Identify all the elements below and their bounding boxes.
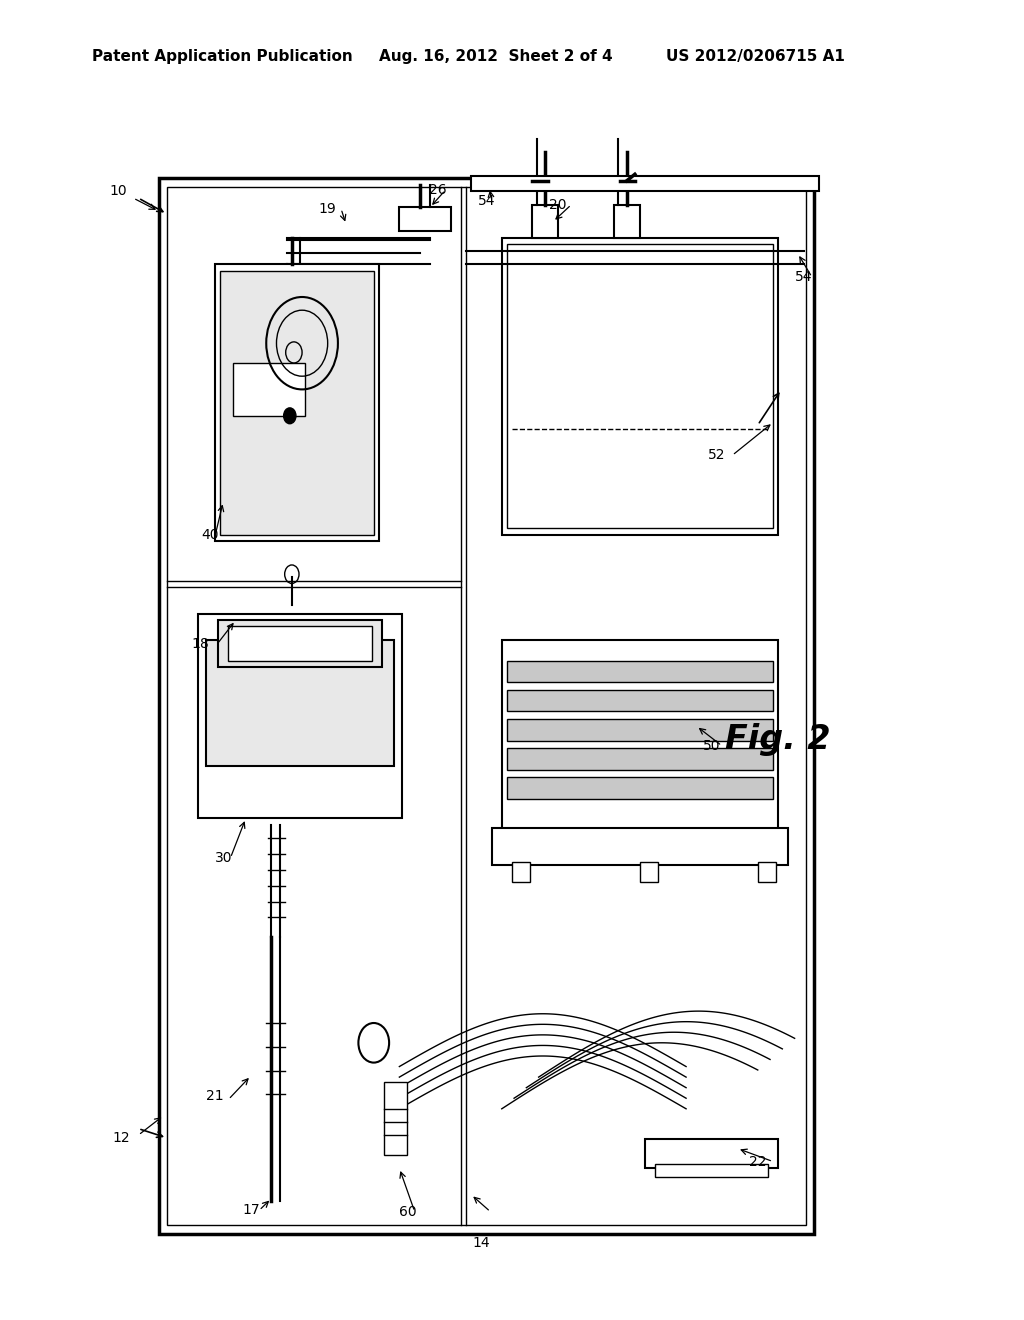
Text: 10: 10 xyxy=(109,185,127,198)
Circle shape xyxy=(284,408,296,424)
Text: US 2012/0206715 A1: US 2012/0206715 A1 xyxy=(666,49,845,65)
Bar xyxy=(507,748,773,770)
Text: 22: 22 xyxy=(749,1155,767,1168)
Text: 14: 14 xyxy=(472,1237,490,1250)
Bar xyxy=(198,614,402,818)
Text: 18: 18 xyxy=(191,638,210,651)
Bar xyxy=(640,862,658,882)
Bar xyxy=(492,828,788,865)
Bar xyxy=(502,640,778,832)
Bar xyxy=(502,238,778,535)
Bar xyxy=(645,1139,778,1168)
Bar xyxy=(206,640,394,766)
Bar xyxy=(507,661,773,682)
Text: Aug. 16, 2012  Sheet 2 of 4: Aug. 16, 2012 Sheet 2 of 4 xyxy=(379,49,612,65)
Bar xyxy=(758,862,776,882)
Bar xyxy=(507,244,773,528)
Bar xyxy=(384,1082,407,1155)
Text: 21: 21 xyxy=(206,1089,224,1102)
Bar xyxy=(532,205,558,238)
Bar xyxy=(167,187,806,1225)
Text: 19: 19 xyxy=(318,202,337,215)
Bar xyxy=(655,1164,768,1177)
Text: 17: 17 xyxy=(242,1204,260,1217)
Bar xyxy=(507,690,773,711)
Bar xyxy=(215,264,379,541)
Bar xyxy=(507,719,773,741)
Bar xyxy=(614,205,640,238)
Text: Patent Application Publication: Patent Application Publication xyxy=(92,49,353,65)
Bar xyxy=(228,626,372,661)
Text: 26: 26 xyxy=(429,183,447,197)
Bar xyxy=(218,620,382,667)
Bar xyxy=(233,363,305,416)
Text: 54: 54 xyxy=(477,194,496,207)
Text: 12: 12 xyxy=(112,1131,130,1144)
Text: 60: 60 xyxy=(398,1205,417,1218)
Bar xyxy=(507,777,773,799)
Text: Fig. 2: Fig. 2 xyxy=(725,723,831,755)
Text: 52: 52 xyxy=(708,449,726,462)
Bar xyxy=(399,207,451,231)
Text: 40: 40 xyxy=(201,528,219,541)
Bar xyxy=(159,178,814,1234)
Bar xyxy=(220,271,374,535)
Text: 30: 30 xyxy=(214,851,232,865)
Text: 54: 54 xyxy=(795,271,813,284)
Bar xyxy=(471,176,819,191)
Bar xyxy=(512,862,530,882)
Text: 20: 20 xyxy=(549,198,567,211)
Text: 50: 50 xyxy=(702,739,721,752)
